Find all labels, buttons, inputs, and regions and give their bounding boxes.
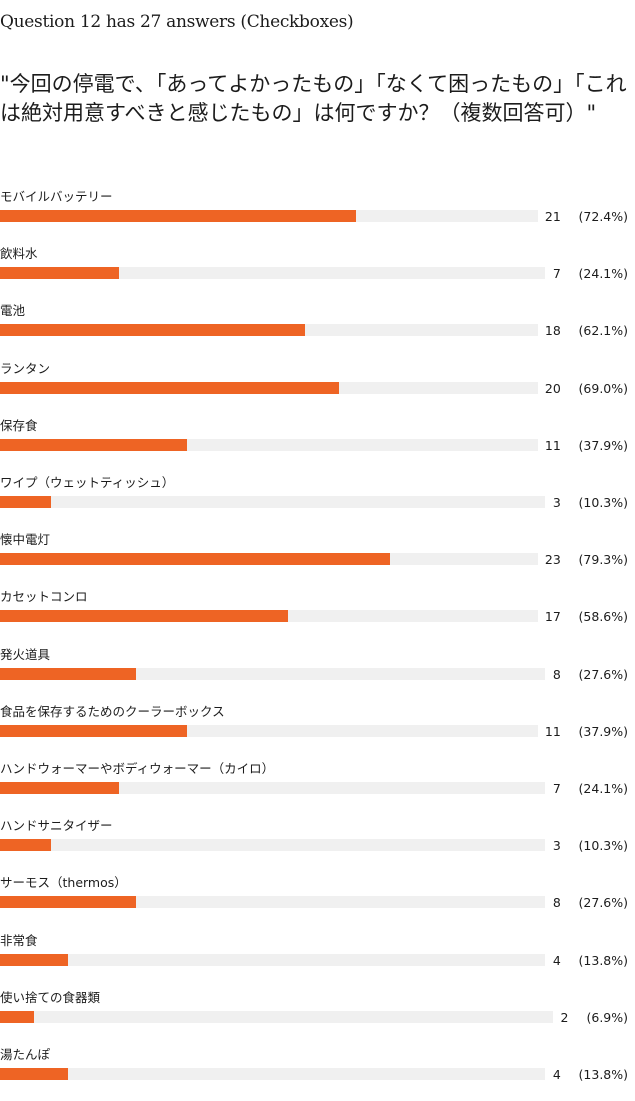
answer-track [0, 496, 546, 508]
answer-bar [0, 953, 68, 966]
answer-count: 3 [552, 838, 561, 854]
answer-percent: (58.6%) [578, 609, 628, 625]
answer-count: 23 [544, 552, 561, 568]
answer-count: 17 [544, 609, 561, 625]
answer-label: 湯たんぽ [0, 1047, 51, 1062]
answer-row: 電池 18 (62.1%) [0, 300, 635, 357]
answer-percent: (6.9%) [586, 1009, 628, 1025]
answer-track [0, 1068, 546, 1080]
answer-count: 8 [552, 666, 561, 682]
answer-label: モバイルバッテリー [0, 189, 113, 204]
answer-bar [0, 553, 391, 566]
answer-percent: (37.9%) [578, 437, 628, 453]
answer-row: 使い捨ての食器類 2 (6.9%) [0, 987, 635, 1044]
answer-bar [0, 724, 187, 737]
answer-bar [0, 839, 51, 852]
answer-percent: (13.8%) [578, 1067, 628, 1082]
answer-track [0, 267, 546, 280]
answer-label: 使い捨ての食器類 [0, 989, 101, 1005]
answer-percent: (37.9%) [578, 723, 628, 739]
answer-count: 20 [544, 380, 561, 396]
answer-percent: (27.6%) [578, 895, 628, 911]
answer-bar [0, 381, 340, 394]
answer-track [0, 896, 546, 909]
answer-count: 21 [544, 209, 561, 224]
answer-row: カセットコンロ 17 (58.6%) [0, 586, 635, 643]
answer-row: 懐中電灯 23 (79.3%) [0, 529, 635, 586]
answer-bar [0, 267, 119, 280]
answer-track [0, 438, 538, 451]
answer-label: ワイプ（ウェットティッシュ） [0, 475, 175, 490]
answer-bar [0, 1068, 68, 1080]
answer-count: 4 [552, 1067, 561, 1082]
answer-count: 4 [552, 952, 561, 968]
answer-row: 発火道具 8 (27.6%) [0, 644, 635, 701]
answer-row: 飲料水 7 (24.1%) [0, 243, 635, 300]
answer-track [0, 953, 546, 966]
answer-row: モバイルバッテリー 21 (72.4%) [0, 186, 635, 243]
answer-label: ランタン [0, 360, 51, 376]
answer-bar [0, 782, 119, 794]
answer-track [0, 839, 546, 852]
answer-label: 飲料水 [0, 246, 38, 262]
question-prompt: "今回の停電で、「あってよかったもの」「なくて困ったもの」「これは絶対用意すべき… [0, 72, 627, 125]
answer-bar [0, 667, 136, 680]
answer-percent: (10.3%) [578, 495, 628, 510]
answer-count: 11 [544, 437, 561, 453]
answer-row: ワイプ（ウェットティッシュ） 3 (10.3%) [0, 472, 635, 529]
answer-label: 保存食 [0, 417, 38, 433]
answer-track [0, 324, 538, 337]
answer-label: 電池 [0, 303, 26, 319]
answer-track [0, 610, 538, 623]
answer-label: カセットコンロ [0, 589, 88, 605]
answer-row: 非常食 4 (13.8%) [0, 930, 635, 987]
answer-count: 7 [552, 781, 561, 796]
answer-percent: (13.8%) [578, 952, 628, 968]
answer-count: 8 [552, 895, 561, 911]
answer-bar [0, 324, 306, 337]
answer-label: サーモス（thermos） [0, 875, 127, 891]
answer-percent: (27.6%) [578, 666, 628, 682]
answer-count: 7 [552, 266, 561, 282]
answer-bar [0, 438, 187, 451]
answer-track [0, 724, 538, 737]
answer-row: サーモス（thermos） 8 (27.6%) [0, 872, 635, 929]
question-title: Question 12 has 27 answers (Checkboxes) [0, 12, 354, 32]
answer-label: ハンドサニタイザー [0, 818, 113, 834]
answer-track [0, 210, 538, 222]
answer-row: 保存食 11 (37.9%) [0, 415, 635, 472]
answer-track [0, 381, 538, 394]
answer-row: ランタン 20 (69.0%) [0, 358, 635, 415]
answer-percent: (72.4%) [578, 209, 628, 224]
answer-percent: (79.3%) [578, 552, 628, 568]
answer-row: 食品を保存するためのクーラーボックス 11 (37.9%) [0, 701, 635, 758]
answer-percent: (24.1%) [578, 781, 628, 796]
answer-bar [0, 210, 357, 222]
answer-percent: (10.3%) [578, 838, 628, 854]
answer-label: 非常食 [0, 932, 38, 948]
answer-count: 11 [544, 723, 561, 739]
answer-count: 18 [544, 323, 561, 339]
answer-bar [0, 610, 289, 623]
answer-count: 3 [552, 495, 561, 510]
answer-percent: (69.0%) [578, 380, 628, 396]
answer-bar [0, 1010, 34, 1023]
answer-track [0, 1010, 553, 1023]
answer-track [0, 553, 538, 566]
answer-track [0, 782, 546, 794]
answer-label: 食品を保存するためのクーラーボックス [0, 703, 225, 719]
answer-label: 懐中電灯 [0, 532, 51, 548]
answer-row: ハンドウォーマーやボディウォーマー（カイロ） 7 (24.1%) [0, 758, 635, 815]
answer-count: 2 [560, 1009, 569, 1025]
answer-row: ハンドサニタイザー 3 (10.3%) [0, 815, 635, 872]
answer-percent: (24.1%) [578, 266, 628, 282]
answer-percent: (62.1%) [578, 323, 628, 339]
answer-bar [0, 896, 136, 909]
answer-row: 湯たんぽ 4 (13.8%) [0, 1044, 635, 1101]
answer-label: ハンドウォーマーやボディウォーマー（カイロ） [0, 761, 275, 776]
answer-track [0, 667, 546, 680]
answer-bar [0, 496, 51, 508]
answer-label: 発火道具 [0, 646, 51, 662]
